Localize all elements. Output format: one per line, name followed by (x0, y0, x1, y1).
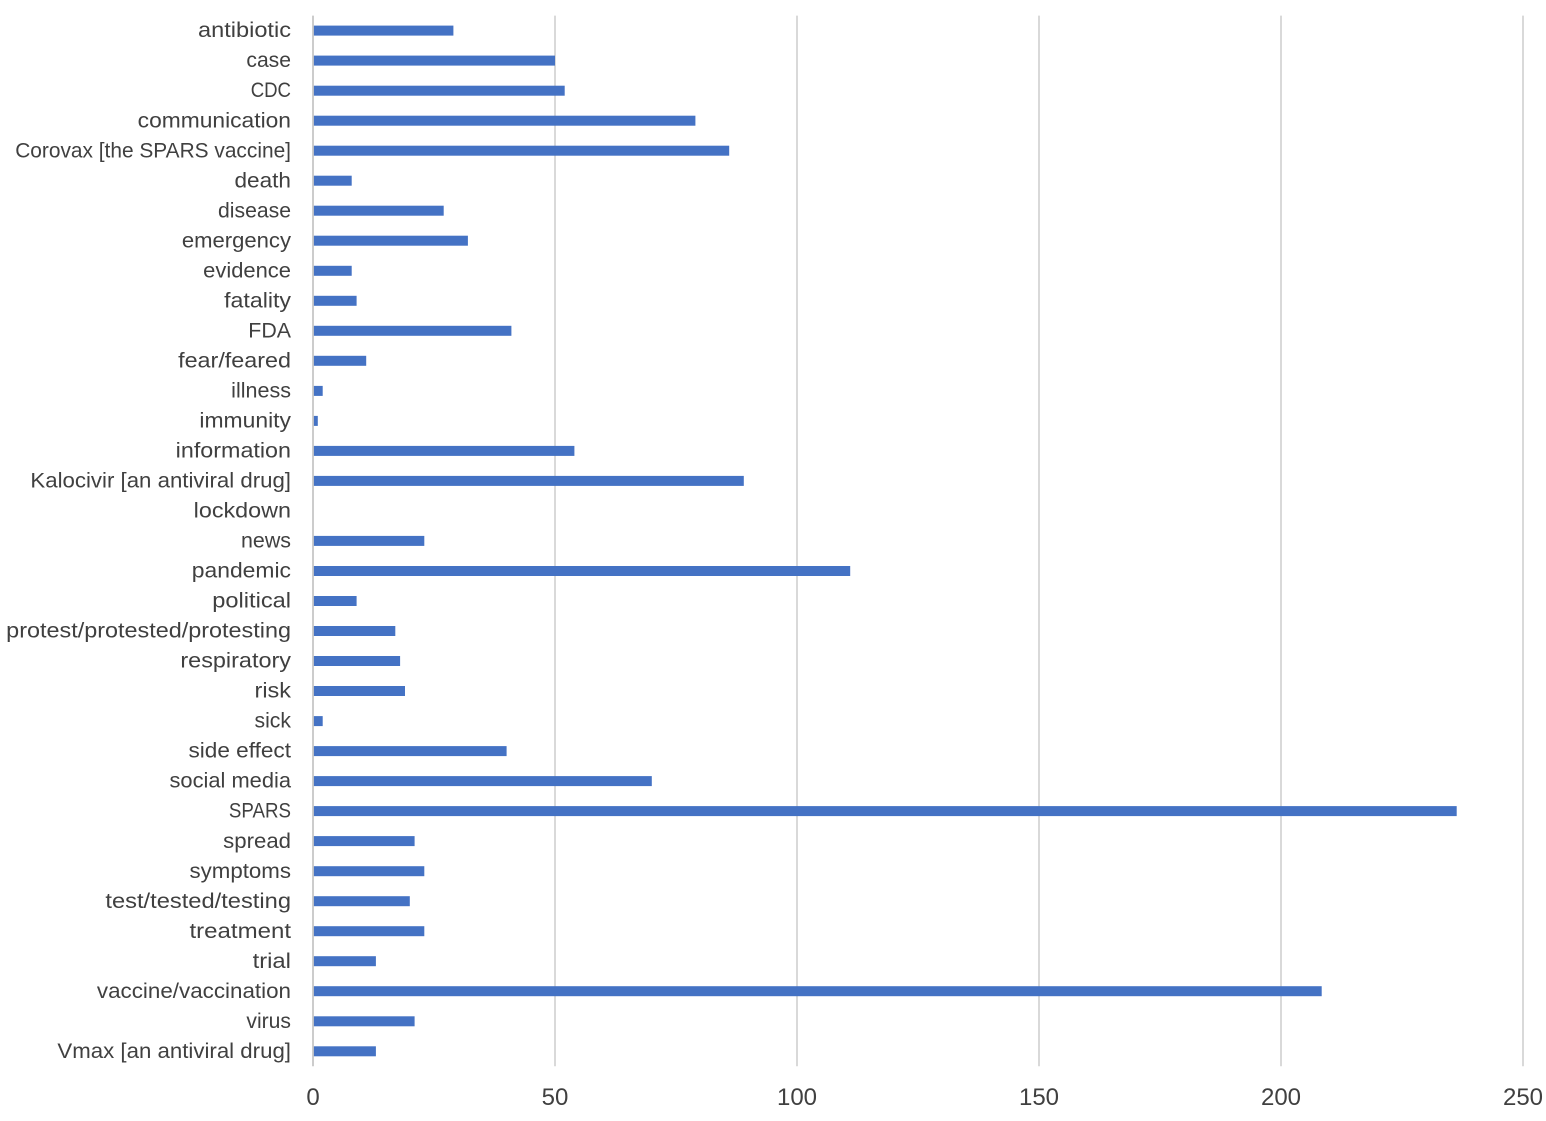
svg-text:lockdown: lockdown (194, 499, 291, 523)
svg-text:news: news (241, 529, 291, 553)
svg-text:symptoms: symptoms (190, 859, 292, 883)
svg-text:100: 100 (777, 1084, 817, 1111)
svg-text:0: 0 (306, 1084, 319, 1111)
svg-text:200: 200 (1261, 1084, 1301, 1111)
svg-text:antibiotic: antibiotic (198, 18, 291, 42)
svg-text:risk: risk (255, 679, 292, 703)
svg-text:50: 50 (542, 1084, 569, 1111)
svg-text:illness: illness (231, 379, 291, 403)
svg-text:respiratory: respiratory (180, 649, 291, 673)
svg-text:fear/feared: fear/feared (178, 348, 291, 372)
svg-text:Corovax [the SPARS vaccine]: Corovax [the SPARS vaccine] (15, 138, 291, 162)
svg-text:death: death (235, 168, 292, 192)
svg-text:250: 250 (1503, 1084, 1543, 1111)
svg-text:treatment: treatment (190, 919, 292, 943)
svg-text:immunity: immunity (199, 409, 291, 433)
svg-text:Kalocivir [an antiviral drug]: Kalocivir [an antiviral drug] (30, 469, 291, 493)
svg-text:SPARS: SPARS (229, 799, 291, 823)
svg-text:150: 150 (1019, 1084, 1059, 1111)
svg-text:vaccine/vaccination: vaccine/vaccination (97, 979, 291, 1003)
svg-text:Vmax [an antiviral drug]: Vmax [an antiviral drug] (57, 1039, 291, 1063)
svg-text:CDC: CDC (251, 78, 291, 102)
svg-text:FDA: FDA (248, 318, 291, 342)
svg-text:disease: disease (218, 198, 291, 222)
svg-text:test/tested/testing: test/tested/testing (105, 889, 291, 913)
svg-text:protest/protested/protesting: protest/protested/protesting (6, 619, 291, 643)
svg-text:sick: sick (255, 709, 292, 733)
svg-text:side effect: side effect (189, 739, 292, 763)
svg-text:fatality: fatality (224, 288, 291, 312)
svg-text:pandemic: pandemic (192, 559, 291, 583)
svg-text:case: case (246, 48, 291, 72)
svg-text:virus: virus (246, 1009, 291, 1033)
svg-text:communication: communication (138, 108, 291, 132)
svg-text:social media: social media (170, 769, 292, 793)
svg-text:spread: spread (223, 829, 291, 853)
svg-text:trial: trial (253, 949, 291, 973)
svg-text:emergency: emergency (182, 228, 291, 252)
svg-text:political: political (212, 589, 291, 613)
svg-text:information: information (176, 439, 291, 463)
svg-text:evidence: evidence (203, 258, 291, 282)
